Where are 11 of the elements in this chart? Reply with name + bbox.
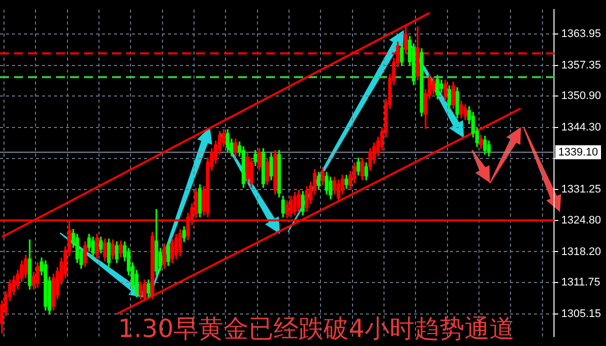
y-tick-label: 1344.30 bbox=[561, 122, 602, 134]
y-tick-label: 1318.20 bbox=[561, 246, 602, 258]
text: 1.30早黄金已经跌破4小时趋势通道 bbox=[118, 314, 515, 343]
y-tick-label: 1357.35 bbox=[561, 60, 602, 72]
y-tick-label: 1324.80 bbox=[561, 214, 602, 226]
y-tick-label: 1350.90 bbox=[561, 90, 602, 102]
ref-line-label: 1339.10 bbox=[558, 146, 598, 158]
y-tick-label: 1311.75 bbox=[561, 276, 600, 288]
y-tick-label: 1363.95 bbox=[561, 28, 602, 40]
y-tick-label: 1305.15 bbox=[561, 308, 602, 320]
y-tick-label: 1331.25 bbox=[561, 184, 602, 196]
